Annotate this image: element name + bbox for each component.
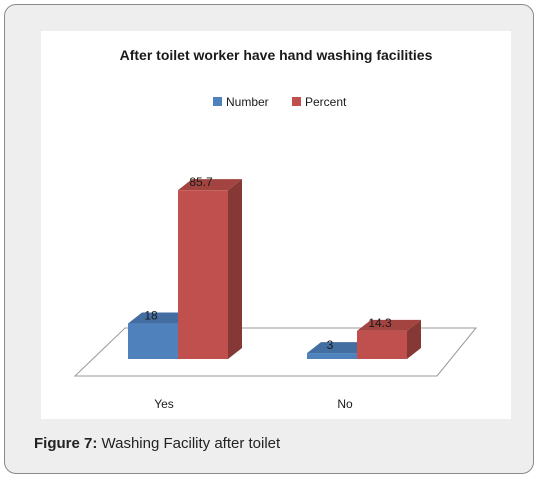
legend-swatch-percent <box>292 97 301 106</box>
x-axis-ticks: Yes No <box>154 397 353 411</box>
bar-chart: After toilet worker have hand washing fa… <box>73 47 478 411</box>
figure-caption: Figure 7: Washing Facility after toilet <box>34 435 280 452</box>
chart-area: After toilet worker have hand washing fa… <box>41 31 511 419</box>
chart-legend: Number Percent <box>213 95 347 109</box>
bar-top-no-percent <box>357 319 421 331</box>
bar-top-yes-percent <box>178 179 242 191</box>
bar-top-yes-number <box>128 312 192 324</box>
legend-label-number: Number <box>226 95 269 109</box>
bar-side-no-percent <box>407 319 421 359</box>
x-tick-yes: Yes <box>154 397 174 411</box>
data-label-yes-number: 18 <box>144 309 158 323</box>
bar-no-percent <box>357 330 407 359</box>
x-tick-no: No <box>337 397 353 411</box>
bar-side-yes-percent <box>228 179 242 359</box>
data-label-no-number: 3 <box>327 338 334 352</box>
bar-no-number <box>307 353 357 359</box>
legend-swatch-number <box>213 97 222 106</box>
bar-yes-number <box>128 323 178 359</box>
caption-text: Washing Facility after toilet <box>97 435 281 452</box>
caption-label: Figure 7: <box>34 435 98 452</box>
legend-label-percent: Percent <box>305 95 347 109</box>
figure-frame: After toilet worker have hand washing fa… <box>4 4 534 474</box>
chart-title: After toilet worker have hand washing fa… <box>120 47 433 63</box>
data-label-no-percent: 14.3 <box>368 316 392 330</box>
bar-group: 18 85.7 3 14.3 <box>128 175 421 359</box>
bar-top-no-number <box>307 342 371 354</box>
data-label-yes-percent: 85.7 <box>189 175 213 189</box>
bar-yes-percent <box>178 190 228 359</box>
